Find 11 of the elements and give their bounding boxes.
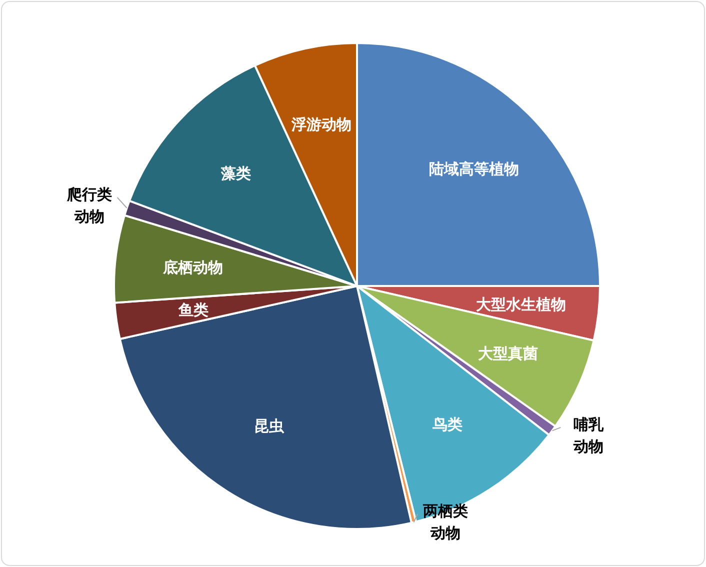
slice-label: 哺乳动物	[572, 415, 605, 456]
slice-label: 爬行类动物	[66, 185, 112, 226]
slice-label: 浮游动物	[290, 116, 352, 134]
slice-label: 藻类	[220, 164, 251, 183]
slice-label: 陆域高等植物	[428, 160, 519, 178]
slice-label: 大型真菌	[478, 344, 538, 363]
slice-label: 底栖动物	[162, 258, 223, 276]
slice-label: 大型水生植物	[476, 296, 566, 314]
slice-label: 鱼类	[177, 300, 208, 319]
slice-label: 鸟类	[431, 415, 462, 434]
slice-label: 昆虫	[254, 416, 285, 435]
